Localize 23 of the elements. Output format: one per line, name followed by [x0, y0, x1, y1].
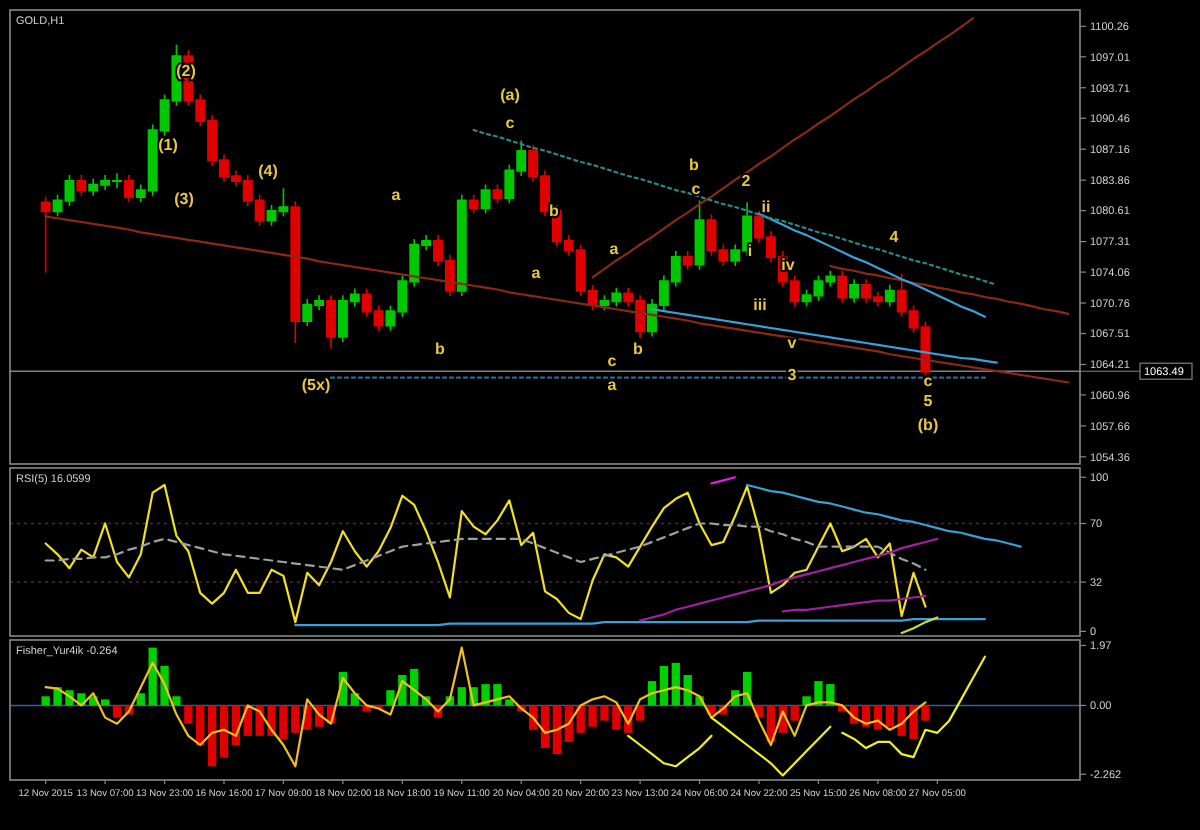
annotation: (1)	[158, 135, 179, 154]
annotation: c	[505, 113, 516, 132]
annotation: b	[689, 155, 700, 174]
annotation: (5x)	[301, 375, 331, 394]
annotation: b	[435, 339, 446, 358]
annotation: iii	[753, 295, 767, 314]
annotation: a	[531, 263, 542, 282]
annotation: c	[691, 179, 702, 198]
annotation: a	[609, 239, 620, 258]
annotation: 2	[741, 171, 752, 190]
annotation: b	[633, 339, 644, 358]
annotation: a	[391, 185, 402, 204]
annotation: i	[747, 241, 753, 260]
annotation: 4	[889, 227, 900, 246]
annotation: c	[607, 351, 618, 370]
annotation: ii	[761, 197, 771, 216]
annotation: (a)	[500, 85, 521, 104]
annotation: (b)	[917, 415, 939, 434]
annotation: (4)	[258, 161, 279, 180]
annotation: 5	[923, 391, 934, 410]
annotation: a	[607, 375, 618, 394]
annotation: (3)	[174, 189, 195, 208]
annotation: v	[787, 333, 798, 352]
